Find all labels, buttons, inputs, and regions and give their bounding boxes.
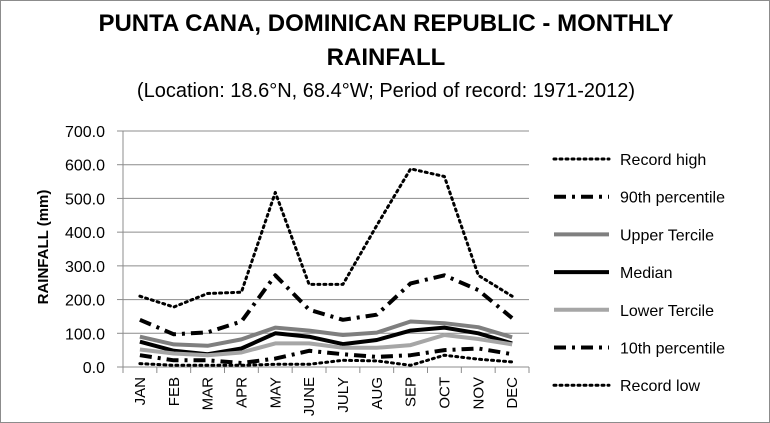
- y-tick-label: 0.0: [83, 360, 105, 377]
- chart-title-line1: PUNTA CANA, DOMINICAN REPUBLIC - MONTHLY: [98, 10, 673, 37]
- legend: Record high 90th percentile Upper Tercile M…: [552, 152, 725, 395]
- y-tick-label: 600.0: [65, 158, 105, 175]
- chart-title-line2: RAINFALL: [327, 44, 446, 71]
- legend-label: Record low: [620, 378, 700, 395]
- legend-label: Lower Tercile: [620, 303, 714, 320]
- legend-label: Record high: [620, 152, 706, 169]
- y-tick-label: 300.0: [65, 259, 105, 276]
- x-tick-label: JULY: [335, 377, 352, 413]
- legend-label: 90th percentile: [620, 190, 725, 207]
- x-tick-label: MAR: [200, 377, 217, 411]
- series-line: [139, 273, 514, 337]
- series-line: [139, 319, 513, 348]
- axes: [117, 130, 530, 373]
- x-tick-label: FEB: [166, 377, 183, 406]
- x-tick-label: NOV: [470, 377, 487, 410]
- x-tick-label: SEP: [403, 377, 420, 407]
- x-tick-label: OCT: [436, 377, 453, 409]
- series-line: [139, 333, 513, 358]
- x-tick-label: APR: [233, 377, 250, 408]
- chart-subtitle: (Location: 18.6°N, 68.4°W; Period of rec…: [137, 80, 635, 102]
- x-tick-label: DEC: [504, 377, 521, 409]
- series-line: [138, 167, 514, 309]
- y-tick-label: 400.0: [65, 225, 105, 242]
- x-tick-label: JUNE: [301, 377, 318, 416]
- series-line: [138, 353, 514, 367]
- legend-label: Median: [620, 265, 672, 282]
- y-tick-label: 100.0: [65, 326, 105, 343]
- x-tick-label: JAN: [132, 377, 149, 405]
- y-tick-labels: 0.0 100.0 200.0 300.0 400.0 500.0 600.0 700.0: [65, 124, 105, 377]
- legend-label: 10th percentile: [620, 341, 725, 358]
- x-tick-label: MAY: [267, 377, 284, 408]
- x-tick-label: AUG: [369, 377, 386, 410]
- x-tick-labels: JAN FEB MAR APR MAY JUNE JULY AUG SEP OCT NOV DEC: [132, 377, 521, 416]
- y-tick-label: 500.0: [65, 191, 105, 208]
- data-series: [138, 167, 514, 367]
- y-tick-label: 700.0: [65, 124, 105, 141]
- legend-label: Upper Tercile: [620, 227, 714, 244]
- y-tick-label: 200.0: [65, 293, 105, 310]
- series-line: [139, 346, 513, 365]
- y-axis-label: RAINFALL (mm): [35, 190, 52, 305]
